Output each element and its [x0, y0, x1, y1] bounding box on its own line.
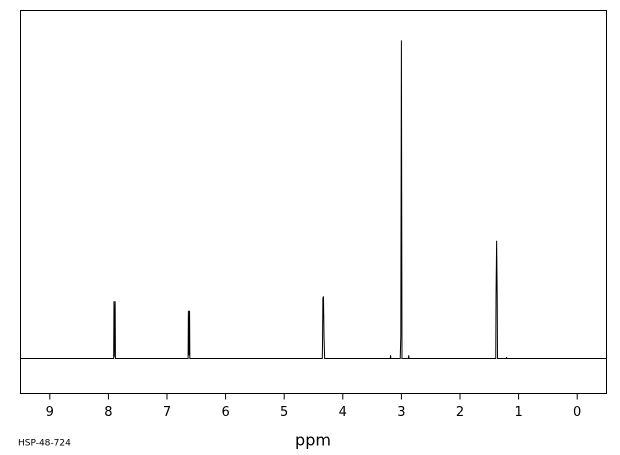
x-axis-label: ppm [295, 431, 331, 450]
spectrum-id: HSP-48-724 [18, 439, 71, 449]
x-tick-label: 6 [221, 405, 229, 420]
x-tick-label: 7 [163, 405, 171, 420]
x-tick-label: 5 [280, 405, 288, 420]
x-tick-label: 1 [514, 405, 522, 420]
x-tick-label: 2 [456, 405, 464, 420]
x-tick-label: 3 [397, 405, 405, 420]
plot-frame [20, 10, 607, 394]
x-tick-label: 0 [573, 405, 581, 420]
x-tick-label: 9 [46, 405, 54, 420]
x-tick-label: 4 [339, 405, 347, 420]
x-tick-label: 8 [104, 405, 112, 420]
spectrum-line [20, 40, 607, 360]
